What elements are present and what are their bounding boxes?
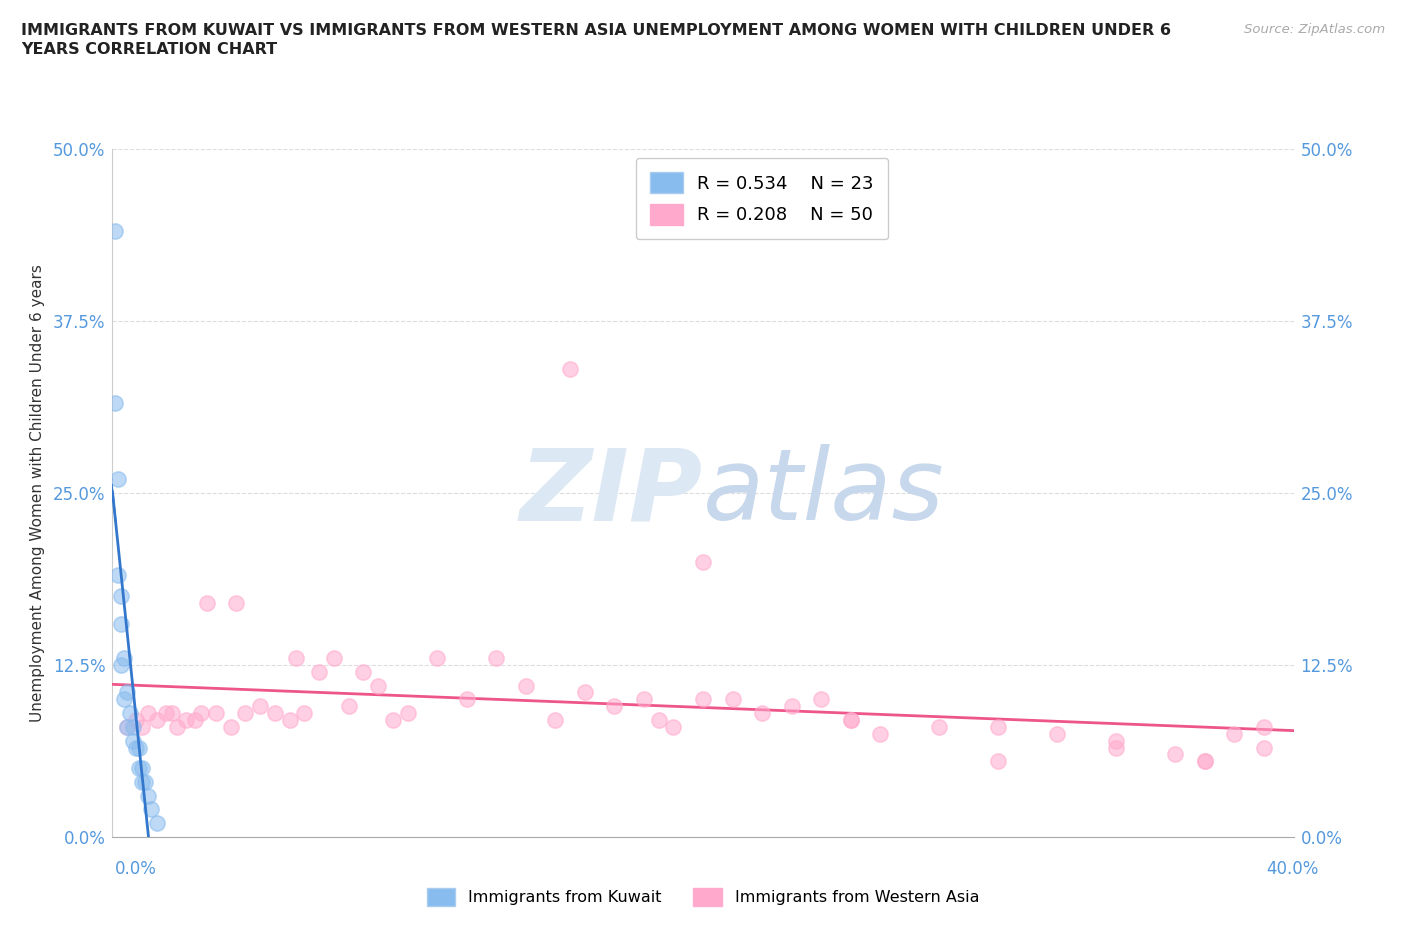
- Point: [721, 692, 744, 707]
- Point: [117, 720, 138, 735]
- Point: [603, 698, 626, 713]
- Point: [155, 706, 177, 721]
- Point: [117, 685, 138, 700]
- Point: [264, 706, 287, 721]
- Point: [692, 692, 714, 707]
- Point: [104, 396, 127, 411]
- Point: [323, 651, 346, 666]
- Point: [190, 706, 212, 721]
- Point: [131, 775, 153, 790]
- Point: [1046, 726, 1069, 741]
- Point: [692, 554, 714, 569]
- Point: [205, 706, 228, 721]
- Point: [110, 617, 132, 631]
- Text: IMMIGRANTS FROM KUWAIT VS IMMIGRANTS FROM WESTERN ASIA UNEMPLOYMENT AMONG WOMEN : IMMIGRANTS FROM KUWAIT VS IMMIGRANTS FRO…: [21, 23, 1171, 38]
- Point: [367, 678, 389, 693]
- Point: [308, 664, 330, 679]
- Point: [558, 362, 582, 377]
- Legend: Immigrants from Kuwait, Immigrants from Western Asia: Immigrants from Kuwait, Immigrants from …: [420, 882, 986, 912]
- Point: [122, 720, 145, 735]
- Point: [122, 733, 145, 748]
- Point: [117, 720, 138, 735]
- Point: [515, 678, 537, 693]
- Point: [195, 595, 218, 610]
- Point: [1194, 754, 1216, 769]
- Text: 40.0%: 40.0%: [1267, 860, 1319, 878]
- Point: [136, 789, 159, 804]
- Point: [544, 712, 567, 727]
- Point: [337, 698, 360, 713]
- Point: [128, 740, 150, 755]
- Point: [869, 726, 891, 741]
- Y-axis label: Unemployment Among Women with Children Under 6 years: Unemployment Among Women with Children U…: [30, 264, 45, 722]
- Point: [1194, 754, 1216, 769]
- Point: [396, 706, 419, 721]
- Point: [839, 712, 862, 727]
- Point: [839, 712, 862, 727]
- Point: [1164, 747, 1187, 762]
- Point: [107, 472, 129, 486]
- Point: [131, 761, 153, 776]
- Point: [128, 761, 150, 776]
- Point: [1105, 740, 1128, 755]
- Point: [574, 685, 596, 700]
- Point: [233, 706, 256, 721]
- Point: [112, 651, 135, 666]
- Point: [225, 595, 247, 610]
- Point: [120, 706, 142, 721]
- Point: [110, 658, 132, 672]
- Point: [112, 692, 135, 707]
- Point: [485, 651, 508, 666]
- Point: [426, 651, 449, 666]
- Point: [249, 698, 271, 713]
- Point: [284, 651, 307, 666]
- Text: atlas: atlas: [703, 445, 945, 541]
- Text: YEARS CORRELATION CHART: YEARS CORRELATION CHART: [21, 42, 277, 57]
- Point: [134, 775, 156, 790]
- Point: [174, 712, 197, 727]
- Point: [1253, 720, 1275, 735]
- Point: [382, 712, 405, 727]
- Point: [125, 712, 148, 727]
- Point: [184, 712, 207, 727]
- Point: [928, 720, 950, 735]
- Point: [292, 706, 315, 721]
- Text: Source: ZipAtlas.com: Source: ZipAtlas.com: [1244, 23, 1385, 36]
- Point: [456, 692, 478, 707]
- Text: ZIP: ZIP: [520, 445, 703, 541]
- Point: [104, 224, 127, 239]
- Point: [647, 712, 671, 727]
- Point: [278, 712, 301, 727]
- Point: [146, 816, 169, 830]
- Point: [987, 754, 1010, 769]
- Point: [219, 720, 242, 735]
- Point: [131, 720, 153, 735]
- Point: [146, 712, 169, 727]
- Point: [1223, 726, 1246, 741]
- Point: [139, 802, 162, 817]
- Point: [1253, 740, 1275, 755]
- Point: [136, 706, 159, 721]
- Point: [780, 698, 803, 713]
- Point: [810, 692, 832, 707]
- Point: [633, 692, 655, 707]
- Text: 0.0%: 0.0%: [115, 860, 157, 878]
- Point: [352, 664, 374, 679]
- Point: [160, 706, 183, 721]
- Point: [662, 720, 685, 735]
- Point: [125, 740, 148, 755]
- Point: [1105, 733, 1128, 748]
- Point: [107, 568, 129, 583]
- Legend: R = 0.534    N = 23, R = 0.208    N = 50: R = 0.534 N = 23, R = 0.208 N = 50: [636, 158, 889, 239]
- Point: [110, 589, 132, 604]
- Point: [987, 720, 1010, 735]
- Point: [751, 706, 773, 721]
- Point: [166, 720, 188, 735]
